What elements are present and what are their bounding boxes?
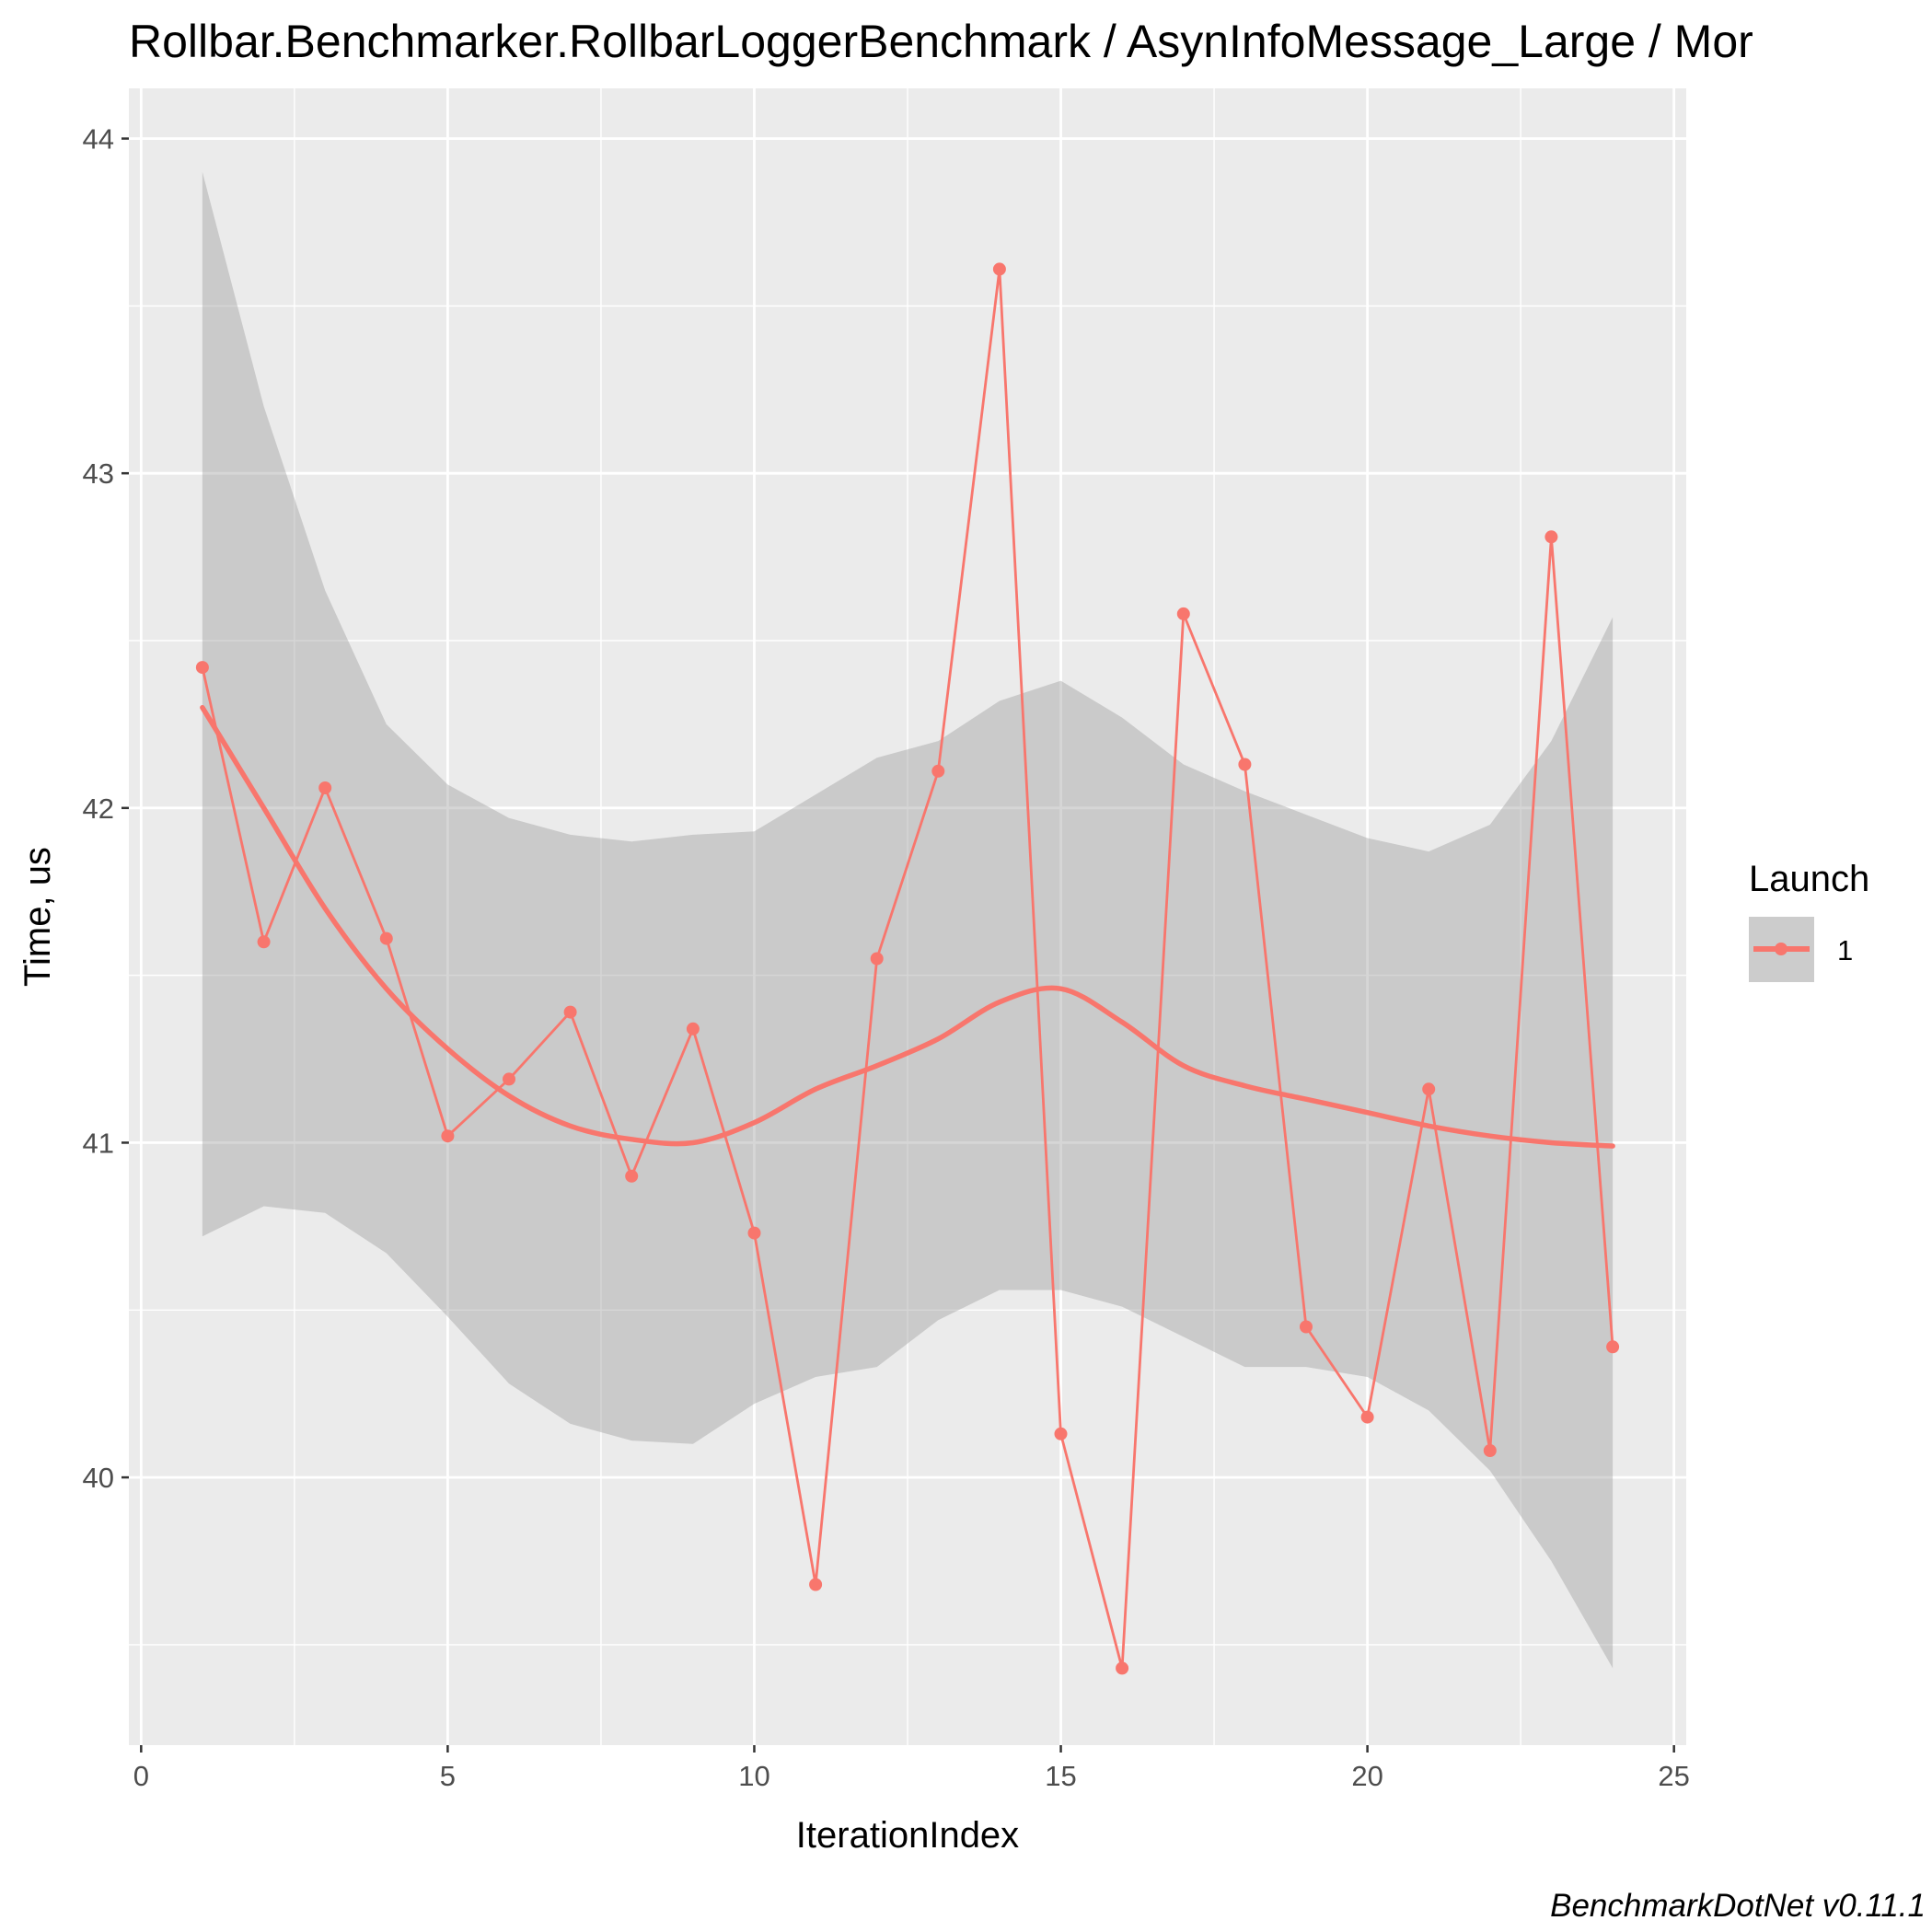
x-tick-label: 25 <box>1658 1760 1689 1792</box>
data-point <box>1300 1320 1313 1334</box>
legend-label: 1 <box>1837 934 1853 966</box>
data-point <box>1116 1661 1129 1675</box>
data-point <box>686 1022 700 1035</box>
series-layer <box>195 262 1620 1675</box>
y-tick-label: 44 <box>83 123 114 156</box>
legend-title: Launch <box>1749 859 1869 899</box>
y-tick-label: 40 <box>83 1462 114 1494</box>
x-tick-label: 5 <box>440 1760 456 1792</box>
data-point <box>318 781 332 794</box>
data-point <box>809 1578 823 1591</box>
confidence-band <box>202 171 1614 1669</box>
data-point <box>870 952 884 966</box>
data-point <box>503 1072 515 1086</box>
x-tick-label: 10 <box>738 1760 769 1792</box>
data-point <box>195 661 209 675</box>
data-point <box>563 1005 577 1019</box>
data-point <box>1176 607 1190 620</box>
y-tick-label: 41 <box>83 1127 114 1159</box>
x-axis-title: IterationIndex <box>796 1815 1019 1856</box>
data-point <box>931 764 945 778</box>
data-point <box>992 262 1006 276</box>
data-point <box>1483 1444 1497 1457</box>
y-tick-label: 43 <box>83 457 114 490</box>
y-tick-label: 42 <box>83 792 114 825</box>
data-point <box>1422 1082 1436 1096</box>
x-tick-label: 15 <box>1045 1760 1076 1792</box>
series-line <box>201 267 1614 1670</box>
data-point <box>257 935 271 949</box>
smooth-layer <box>200 704 1615 1149</box>
data-point <box>747 1226 761 1240</box>
grid-lines <box>129 88 1686 1745</box>
x-tick-label: 0 <box>133 1760 149 1792</box>
data-point <box>1360 1410 1374 1424</box>
caption: BenchmarkDotNet v0.11.1 <box>1550 1888 1926 1924</box>
chart-title: Rollbar.Benchmarker.RollbarLoggerBenchma… <box>129 16 1753 67</box>
data-point <box>1054 1427 1068 1440</box>
data-point <box>441 1129 455 1143</box>
data-point <box>379 931 393 945</box>
data-point <box>625 1169 639 1183</box>
y-axis-title: Time, us <box>17 847 58 987</box>
confidence-band-layer <box>202 171 1614 1669</box>
legend-key-point <box>1775 943 1787 955</box>
data-point <box>1544 530 1558 544</box>
data-point <box>1606 1340 1620 1354</box>
legend: Launch 1 <box>1749 859 1869 982</box>
smooth-line <box>200 704 1615 1149</box>
axes: 0 5 10 15 20 25 40 41 42 43 44 <box>83 123 1690 1792</box>
data-point <box>1238 758 1252 771</box>
x-tick-label: 20 <box>1351 1760 1382 1792</box>
